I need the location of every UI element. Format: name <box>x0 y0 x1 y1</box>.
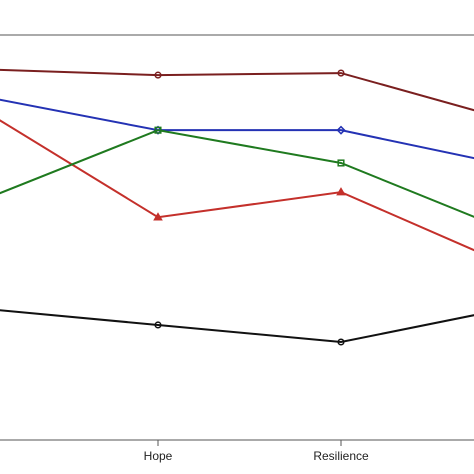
marker <box>154 321 162 329</box>
marker <box>336 187 346 196</box>
x-tick-label: Resilience <box>313 449 369 463</box>
series-line <box>0 119 474 252</box>
marker <box>154 71 162 79</box>
marker <box>153 212 163 221</box>
marker <box>337 159 345 167</box>
marker <box>337 338 345 346</box>
marker <box>154 126 162 134</box>
plot-frame <box>0 34 474 441</box>
x-tick-label: Hope <box>144 449 173 463</box>
marker <box>336 125 346 135</box>
series-line <box>0 68 474 112</box>
series-line <box>0 309 474 343</box>
series-line <box>0 98 474 160</box>
series-line <box>0 129 474 218</box>
marker <box>337 69 345 77</box>
